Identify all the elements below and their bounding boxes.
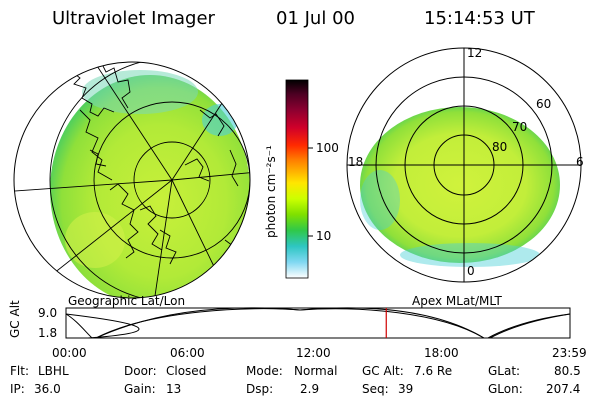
glon-label: GLon:	[488, 382, 523, 396]
door-label: Door:	[124, 364, 157, 378]
instrument-title: Ultraviolet Imager	[52, 8, 215, 29]
glat-value: 80.5	[554, 364, 581, 378]
gcalt-label: GC Alt:	[362, 364, 404, 378]
colorbar-tick-10: 10	[316, 229, 332, 243]
gain-label: Gain:	[124, 382, 156, 396]
glat-label: GLat:	[488, 364, 521, 378]
mlt-label-0: 0	[467, 264, 475, 278]
mode-value: Normal	[294, 364, 338, 378]
mlt-label-6: 6	[576, 155, 584, 169]
time-label: 15:14:53 UT	[424, 8, 535, 29]
colorbar-gradient	[285, 79, 309, 279]
timeline-xtick-2359: 23:59	[552, 346, 587, 360]
timeline-ytick-high: 9.0	[38, 306, 58, 320]
gcalt-value: 7.6 Re	[414, 364, 453, 378]
gain-value: 13	[166, 382, 182, 396]
lat-label-60: 60	[536, 97, 552, 111]
timeline-ylabel: GC Alt	[8, 300, 22, 338]
colorbar-tick-100: 100	[316, 141, 339, 155]
glon-value: 207.4	[546, 382, 581, 396]
altitude-curve	[65, 307, 571, 339]
left-panel-caption: Geographic Lat/Lon	[68, 294, 186, 308]
dsp-label: Dsp:	[246, 382, 274, 396]
ip-label: IP:	[10, 382, 25, 396]
filter-value: LBHL	[38, 364, 69, 378]
lat-label-80: 80	[492, 140, 508, 154]
lat-label-70: 70	[512, 120, 528, 134]
ip-value: 36.0	[34, 382, 61, 396]
door-value: Closed	[166, 364, 207, 378]
timeline-xtick-0600: 06:00	[170, 346, 205, 360]
timeline-xtick-0000: 00:00	[52, 346, 87, 360]
seq-label: Seq:	[362, 382, 389, 396]
mlt-label-12: 12	[467, 46, 483, 60]
timeline-frame	[65, 307, 571, 339]
filter-label: Flt:	[10, 364, 29, 378]
timeline-xtick-1800: 18:00	[424, 346, 459, 360]
date-label: 01 Jul 00	[276, 8, 355, 29]
right-panel-caption: Apex MLat/MLT	[412, 294, 502, 308]
timeline-xtick-1200: 12:00	[296, 346, 331, 360]
aurora-oval-right	[360, 107, 560, 263]
mlt-label-18: 18	[348, 155, 364, 169]
timeline-ytick-low: 1.8	[38, 326, 58, 340]
mode-label: Mode:	[246, 364, 283, 378]
dsp-value: 2.9	[300, 382, 320, 396]
seq-value: 39	[398, 382, 414, 396]
